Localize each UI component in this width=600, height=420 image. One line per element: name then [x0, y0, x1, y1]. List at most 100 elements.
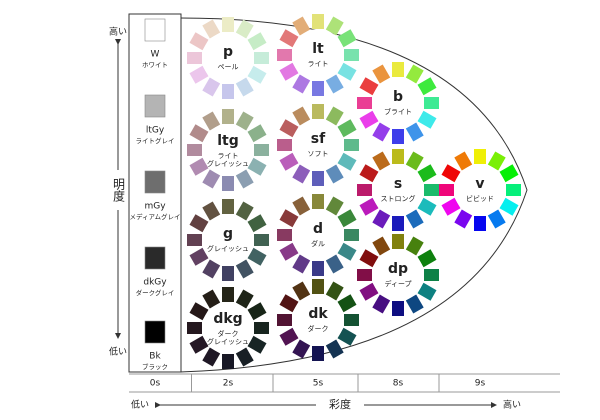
- petal: [222, 266, 234, 281]
- gray-swatch: [144, 320, 166, 344]
- petal: [405, 122, 424, 142]
- wheel-center: [202, 214, 254, 266]
- petal: [279, 294, 299, 313]
- petal: [439, 184, 454, 196]
- petal: [424, 184, 439, 196]
- petal: [417, 249, 437, 268]
- wheel-center: [202, 124, 254, 176]
- tone-name: ディープ: [384, 279, 411, 288]
- tone-code: g: [223, 226, 233, 242]
- wheel-center: [292, 29, 344, 81]
- petal: [392, 234, 404, 249]
- petal: [254, 52, 269, 64]
- petal: [405, 236, 424, 256]
- petal: [312, 279, 324, 294]
- petal: [247, 157, 267, 176]
- tone-code: b: [393, 89, 403, 105]
- petal: [487, 209, 506, 229]
- petal: [325, 254, 344, 274]
- petal: [189, 302, 209, 321]
- petal: [312, 346, 324, 361]
- petal: [202, 19, 221, 39]
- gray-code: W: [151, 50, 160, 60]
- petal: [235, 201, 254, 221]
- petal: [337, 119, 357, 138]
- petal: [277, 314, 292, 326]
- tone-code: p: [223, 44, 233, 60]
- petal: [499, 164, 519, 183]
- gray-swatch: [144, 170, 166, 194]
- tone-name: グレイッシュ: [207, 337, 249, 346]
- petal: [254, 322, 269, 334]
- petal: [247, 32, 267, 51]
- petal: [279, 152, 299, 171]
- wheel-center: [292, 294, 344, 346]
- tone-code: v: [475, 176, 484, 192]
- tone-code: sf: [311, 131, 326, 147]
- petal: [474, 216, 486, 231]
- petal: [312, 194, 324, 209]
- petal: [202, 289, 221, 309]
- petal: [417, 197, 437, 216]
- wheel-center: [454, 164, 506, 216]
- petal: [424, 269, 439, 281]
- petal: [499, 197, 519, 216]
- petal: [247, 124, 267, 143]
- tone-name: ダーク: [308, 324, 329, 333]
- petal: [372, 294, 391, 314]
- petal: [247, 214, 267, 233]
- petal: [292, 339, 311, 359]
- petal: [392, 129, 404, 144]
- petal: [359, 197, 379, 216]
- petal: [202, 77, 221, 97]
- tone-name: ダーク: [218, 329, 239, 338]
- petal: [189, 124, 209, 143]
- petal: [222, 109, 234, 124]
- petal: [506, 184, 521, 196]
- gray-swatch: [144, 18, 166, 42]
- petal: [357, 269, 372, 281]
- petal: [292, 281, 311, 301]
- wheel-center: [372, 77, 424, 129]
- petal: [187, 234, 202, 246]
- axis-title: 明度: [112, 178, 126, 202]
- gray-name: ダークグレイ: [136, 288, 175, 297]
- tone-name: ペール: [218, 63, 239, 71]
- petal: [254, 234, 269, 246]
- axis-title: 彩度: [329, 397, 351, 411]
- petal: [279, 62, 299, 81]
- petal: [222, 287, 234, 302]
- petal: [392, 62, 404, 77]
- petal: [441, 197, 461, 216]
- axis-label: 低い: [109, 346, 127, 358]
- petal: [417, 110, 437, 129]
- petal: [222, 84, 234, 99]
- petal: [441, 164, 461, 183]
- petal: [337, 294, 357, 313]
- petal: [187, 144, 202, 156]
- petal: [277, 229, 292, 241]
- petal: [392, 149, 404, 164]
- petal: [337, 62, 357, 81]
- petal: [279, 29, 299, 48]
- petal: [254, 144, 269, 156]
- tone-code: d: [313, 221, 323, 237]
- tone-code: dp: [388, 261, 408, 277]
- petal: [247, 65, 267, 84]
- tone-name: ライト: [308, 60, 329, 68]
- wheel-center: [372, 249, 424, 301]
- axis-label: 高い: [503, 399, 521, 411]
- tone-code: ltg: [217, 133, 239, 149]
- column-label: 2s: [223, 379, 234, 389]
- petal: [337, 152, 357, 171]
- petal: [247, 302, 267, 321]
- petal: [292, 164, 311, 184]
- petal: [357, 184, 372, 196]
- petal: [454, 151, 473, 171]
- petal: [312, 261, 324, 276]
- petal: [417, 164, 437, 183]
- petal: [405, 64, 424, 84]
- gray-swatch: [144, 94, 166, 118]
- petal: [325, 164, 344, 184]
- petal: [202, 347, 221, 367]
